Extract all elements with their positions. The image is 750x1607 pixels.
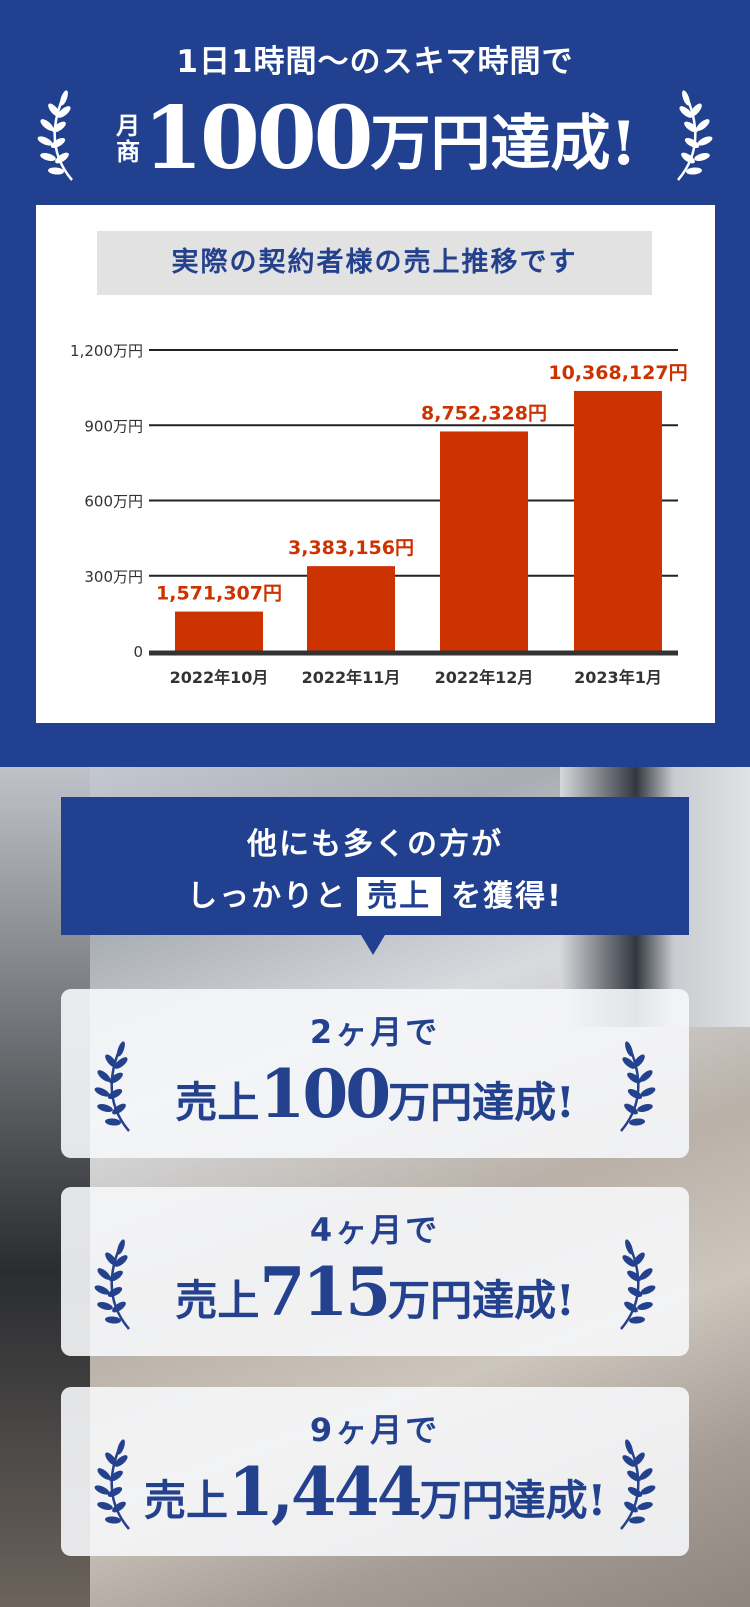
achievement-suffix: 万円達成! bbox=[419, 1476, 607, 1525]
achievement-prefix: 売上 bbox=[143, 1476, 228, 1525]
hero-section: 1日1時間〜のスキマ時間で 月商1000万円達成! 実際の契約者様の売上推移です… bbox=[0, 0, 750, 767]
achievement-prefix: 売上 bbox=[175, 1078, 260, 1127]
headline-prefix: 月商 bbox=[113, 110, 143, 166]
y-tick-label: 0 bbox=[133, 643, 143, 661]
achievement-number: 1,444 bbox=[227, 1453, 423, 1531]
y-tick-label: 900万円 bbox=[84, 417, 143, 435]
chart-title: 実際の契約者様の売上推移です bbox=[97, 231, 652, 295]
data-label: 10,368,127円 bbox=[548, 362, 687, 384]
headline-suffix: 万円達成! bbox=[370, 109, 637, 179]
chart-card: 実際の契約者様の売上推移です 0 300万円 600万円 900万円 1,200万円 1,… bbox=[36, 205, 715, 723]
achievement-number: 100 bbox=[259, 1055, 391, 1133]
callout-bubble: 他にも多くの方が しっかりと 売上 を獲得! bbox=[61, 797, 689, 935]
x-tick-label: 2023年1月 bbox=[574, 668, 662, 687]
hero-subtitle: 1日1時間〜のスキマ時間で bbox=[176, 44, 574, 80]
achievement-card: 4ヶ月で 売上715万円達成! bbox=[61, 1187, 689, 1356]
achievement-amount: 売上1,444万円達成! bbox=[61, 1453, 689, 1531]
achievement-period: 4ヶ月で bbox=[309, 1211, 441, 1249]
y-tick-label: 600万円 bbox=[84, 493, 143, 511]
headline-prefix-2: 商 bbox=[116, 136, 141, 166]
testimonials-section: 他にも多くの方が しっかりと 売上 を獲得! 2ヶ月で 売上100万円達成! 4ヶ月… bbox=[0, 767, 750, 1607]
achievement-card: 2ヶ月で 売上100万円達成! bbox=[61, 989, 689, 1158]
achievement-suffix: 万円達成! bbox=[388, 1078, 575, 1127]
bar bbox=[574, 390, 662, 651]
achievement-amount: 売上100万円達成! bbox=[61, 1055, 689, 1133]
callout-line1: 他にも多くの方が bbox=[247, 827, 503, 862]
sales-bar-chart: 0 300万円 600万円 900万円 1,200万円 1,571,307円 2022年10… bbox=[70, 342, 688, 687]
x-tick-label: 2022年11月 bbox=[302, 668, 401, 687]
data-label: 3,383,156円 bbox=[288, 537, 414, 559]
data-label: 8,752,328円 bbox=[421, 402, 547, 424]
headline-number: 1000 bbox=[143, 88, 373, 189]
achievement-period: 2ヶ月で bbox=[309, 1013, 441, 1051]
x-tick-label: 2022年12月 bbox=[435, 668, 534, 687]
callout-line2: しっかりと 売上 を獲得! bbox=[61, 871, 689, 916]
achievement-prefix: 売上 bbox=[175, 1276, 260, 1325]
bar bbox=[307, 566, 395, 651]
achievement-card: 9ヶ月で 売上1,444万円達成! bbox=[61, 1387, 689, 1556]
achievement-period: 9ヶ月で bbox=[309, 1411, 441, 1449]
bar bbox=[440, 431, 528, 651]
data-label: 1,571,307円 bbox=[156, 583, 282, 605]
hero-headline: 月商1000万円達成! bbox=[0, 88, 750, 189]
y-tick-label: 1,200万円 bbox=[70, 342, 143, 360]
achievement-suffix: 万円達成! bbox=[388, 1276, 575, 1325]
bar bbox=[175, 611, 263, 651]
y-tick-label: 300万円 bbox=[84, 568, 143, 586]
x-tick-label: 2022年10月 bbox=[170, 668, 269, 687]
callout-pointer bbox=[361, 935, 385, 955]
callout-text: を獲得! bbox=[451, 879, 563, 914]
achievement-number: 715 bbox=[259, 1253, 391, 1331]
achievement-amount: 売上715万円達成! bbox=[61, 1253, 689, 1331]
callout-highlight: 売上 bbox=[357, 877, 442, 916]
callout-text: しっかりと bbox=[187, 879, 348, 914]
headline-prefix-1: 月 bbox=[116, 110, 141, 140]
